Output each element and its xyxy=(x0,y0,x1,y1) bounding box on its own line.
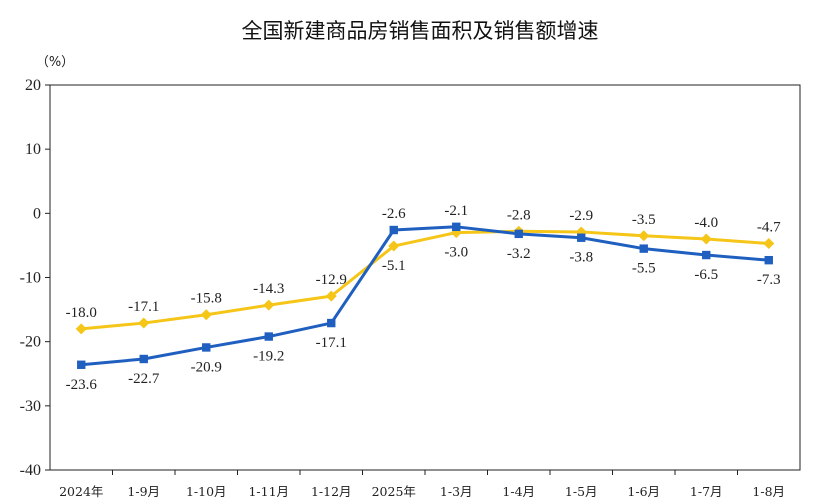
data-label: -18.0 xyxy=(66,305,97,321)
data-point-marker xyxy=(700,233,712,245)
data-label: -5.1 xyxy=(382,258,406,274)
x-tick-label: 2025年 xyxy=(372,484,416,499)
data-label: -15.8 xyxy=(191,291,222,307)
y-axis-unit: （%） xyxy=(36,55,74,70)
data-label: -12.9 xyxy=(316,272,347,288)
y-tick-label: -30 xyxy=(20,398,41,415)
data-point-marker xyxy=(639,244,648,253)
x-tick-label: 1-12月 xyxy=(311,484,352,499)
data-label: -3.8 xyxy=(569,250,593,266)
data-label: -3.0 xyxy=(444,245,468,261)
data-point-marker xyxy=(638,230,650,242)
data-label: -5.5 xyxy=(632,261,656,277)
x-tick-label: 2024年 xyxy=(59,484,103,499)
data-point-marker xyxy=(388,240,400,252)
data-label: -3.5 xyxy=(632,212,656,228)
x-tick-label: 1-9月 xyxy=(127,484,160,499)
y-tick-label: 20 xyxy=(25,77,41,94)
x-tick-label: 1-6月 xyxy=(627,484,660,499)
x-tick-label: 1-8月 xyxy=(752,484,785,499)
series-layer xyxy=(75,222,775,369)
data-point-marker xyxy=(200,309,212,321)
data-point-marker xyxy=(263,299,275,311)
data-point-marker xyxy=(139,354,148,364)
data-point-marker xyxy=(452,222,461,232)
data-label: -4.7 xyxy=(757,219,781,235)
data-point-marker xyxy=(702,250,711,260)
plot-area-frame xyxy=(49,84,801,471)
data-label: -20.9 xyxy=(191,359,222,375)
data-label: -2.8 xyxy=(507,207,531,223)
x-tick-label: 1-3月 xyxy=(440,484,473,499)
data-point-marker xyxy=(202,343,211,352)
x-axis-ticks: 2024年 1-9月 1-10月 1-11月 1-12月 2025年 1-3月 1-4月 1-5… xyxy=(59,470,785,499)
chart-title: 全国新建商品房销售面积及销售额增速 xyxy=(242,19,599,43)
x-tick-label: 1-5月 xyxy=(565,484,598,499)
data-point-marker xyxy=(763,237,775,249)
data-label: -2.9 xyxy=(569,208,593,224)
data-point-marker xyxy=(764,255,773,265)
data-point-marker xyxy=(264,332,273,341)
series-line-1 xyxy=(81,225,769,367)
data-label: -23.6 xyxy=(66,377,98,393)
data-label: -19.2 xyxy=(253,349,284,365)
data-label: -2.1 xyxy=(444,203,468,219)
x-tick-label: 1-7月 xyxy=(690,484,723,499)
data-point-marker xyxy=(514,229,523,239)
y-tick-label: -10 xyxy=(20,270,41,287)
data-label: -7.3 xyxy=(757,272,781,288)
data-label: -3.2 xyxy=(507,246,531,262)
x-tick-label: 1-10月 xyxy=(186,484,227,499)
data-label: -6.5 xyxy=(694,267,718,283)
x-tick-label: 1-11月 xyxy=(248,484,289,499)
data-label: -22.7 xyxy=(128,371,160,387)
y-tick-label: 0 xyxy=(33,205,41,222)
data-point-marker xyxy=(325,290,337,302)
data-label: -17.1 xyxy=(128,299,159,315)
data-labels: -18.0 -17.1 -15.8 -14.3 -12.9 -5.1 -3.0 -2.8 -2.… xyxy=(66,203,781,393)
data-point-marker xyxy=(138,317,150,329)
data-point-marker xyxy=(75,323,87,335)
data-point-marker xyxy=(327,318,336,328)
data-point-marker xyxy=(577,233,586,242)
x-tick-label: 1-4月 xyxy=(502,484,535,499)
y-tick-label: -20 xyxy=(20,334,41,351)
data-point-marker xyxy=(389,225,398,235)
y-tick-label: 10 xyxy=(25,141,41,158)
y-tick-label: -40 xyxy=(20,462,41,479)
series-line-0 xyxy=(81,229,769,331)
y-axis-ticks: 20 10 0 -10 -20 -30 -40 xyxy=(20,77,50,479)
data-label: -4.0 xyxy=(694,215,718,231)
data-label: -17.1 xyxy=(316,335,347,351)
data-label: -14.3 xyxy=(253,281,284,297)
data-point-marker xyxy=(77,360,86,369)
data-label: -2.6 xyxy=(382,206,406,222)
